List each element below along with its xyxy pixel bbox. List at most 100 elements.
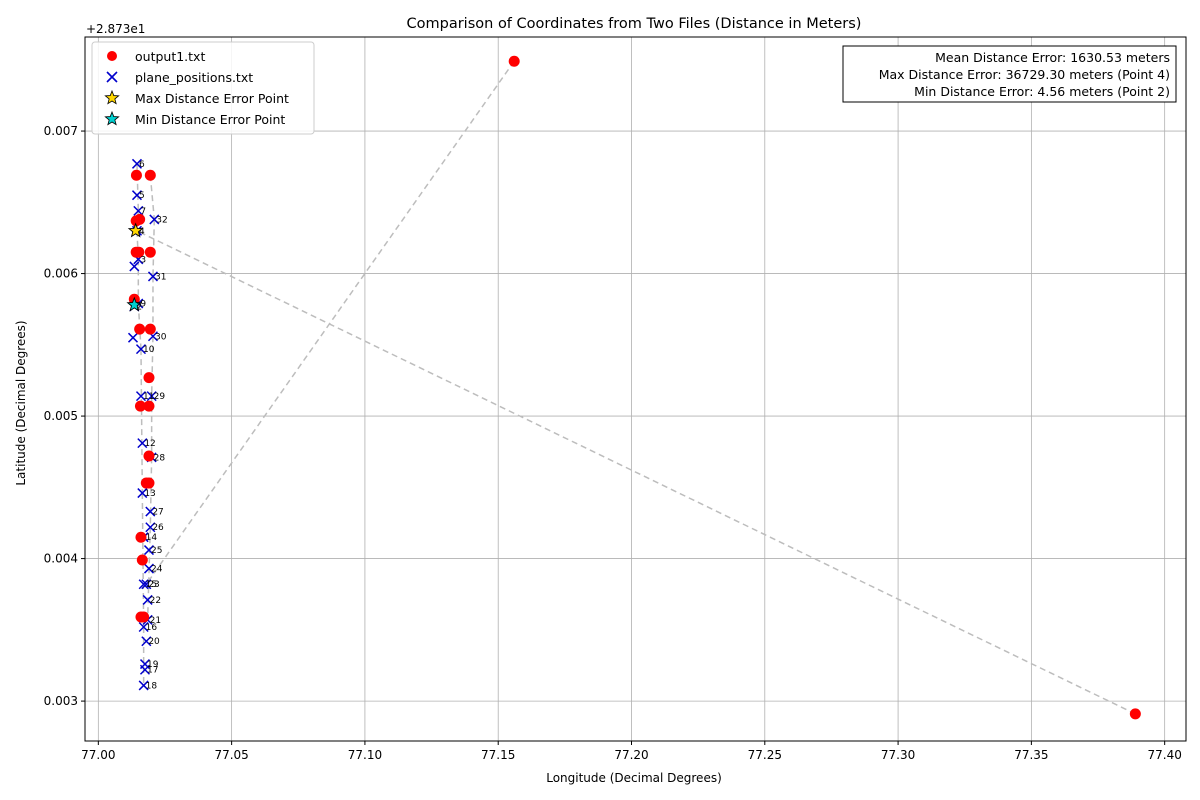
point-number-label: 20 [148,637,160,647]
output-point [143,400,155,412]
error-markers [126,222,144,312]
stats-box-frame [842,45,1177,103]
plane-position-marker [137,488,148,499]
legend-item-max-error: Max Distance Error Point [104,89,289,106]
point-number-label: 10 [143,345,155,355]
plane-position-marker [138,621,149,633]
legend-item-min-error: Min Distance Error Point [104,110,285,127]
legend-label: plane_positions.txt [135,70,253,85]
blue-x-icon [106,71,118,83]
point-number-label: 19 [147,660,159,670]
plane-position-marker [143,545,155,556]
point-number-label: 17 [147,666,158,676]
legend-label: Min Distance Error Point [135,112,285,127]
point-number-label: 29 [154,392,166,402]
connector-line [146,527,152,620]
plane-position-marker [129,261,140,272]
point-number-label: 25 [151,546,162,556]
point-number-label: 21 [150,616,161,626]
output-point [144,323,156,335]
plane-position-marker [137,438,148,449]
output-point [143,372,155,384]
plane-position-marker [145,522,156,533]
point-number-label: 4 [139,227,145,237]
connector-line [136,230,1136,715]
y-tick-label: 0.006 [44,267,78,281]
chart-title: Comparison of Coordinates from Two Files… [407,16,862,32]
plane-position-marker [141,579,152,590]
output-point [134,213,146,225]
y-tick-label: 0.004 [44,552,78,566]
max-error-star [127,222,144,238]
connector-line [140,349,144,494]
output-point [143,477,155,489]
connector-line [145,60,515,585]
plane-position-marker [138,579,149,590]
plane-position-marker [133,205,144,216]
point-number-label: 14 [146,533,158,543]
plane-position-marker [131,158,143,169]
output-point [138,611,150,623]
red-circle-icon [107,51,117,61]
mean-error-text: Mean Distance Error: 1630.53 meters [935,50,1170,65]
point-number-label: 13 [144,489,155,499]
output-point [1129,708,1141,720]
x-tick-label: 77.05 [214,748,248,762]
plane-position-marker [135,391,147,402]
x-tick-label: 77.20 [614,748,648,762]
connector-line [149,457,153,528]
point-number-label: 2 [136,302,142,312]
plane-position-marker [146,391,157,402]
x-axis-ticks: 77.00 77.05 77.10 77.15 77.20 77.25 77.30 77.35… [81,741,1182,762]
legend-label: output1.txt [135,49,205,64]
y-axis-ticks: 0.003 0.004 0.005 0.006 0.007 [44,124,85,708]
point-number-label: 24 [151,565,163,575]
cyan-star-icon [104,110,120,126]
y-axis-title: Latitude (Decimal Degrees) [14,320,28,485]
point-number-label: 26 [152,523,164,533]
plane-position-marker [145,506,156,517]
connector-line [149,175,156,220]
output-point [144,246,156,258]
x-tick-label: 77.35 [1014,748,1048,762]
point-number-label: 11 [143,392,154,402]
point-number-label: 5 [139,191,145,201]
point-number-label: 3 [140,255,146,265]
x-tick-label: 77.25 [748,748,782,762]
output-point [133,246,145,258]
point-number-label: 28 [154,453,166,463]
point-number-label: 12 [144,439,155,449]
y-tick-label: 0.003 [44,694,78,708]
plane-position-marker [131,190,143,201]
point-number-label: 30 [155,332,167,342]
point-labels: 6 5 7 4 3 92 10 11 12 13 14 15 16 17 18 19 20 21 22 23 24 25 2… [136,160,167,692]
legend-label: Max Distance Error Point [135,91,289,106]
output-point [144,169,156,181]
output-point [143,450,155,462]
point-number-label: 32 [156,215,167,225]
stats-box: Mean Distance Error: 1630.53 meters Max … [842,45,1177,103]
x-axis-title: Longitude (Decimal Degrees) [546,771,722,785]
output-point [136,554,148,566]
x-tick-label: 77.15 [481,748,515,762]
plane-position-marker [135,344,147,355]
min-error-text: Min Distance Error: 4.56 meters (Point 2… [914,84,1170,99]
y-tick-label: 0.007 [44,124,78,138]
point-number-label: 9 [140,299,146,309]
legend-item-plane-positions: plane_positions.txt [106,70,253,85]
x-tick-label: 77.30 [881,748,915,762]
output-point [130,169,142,181]
point-number-label: 18 [146,681,158,691]
y-tick-label: 0.005 [44,409,78,423]
x-tick-label: 77.00 [81,748,115,762]
plot-frame [84,36,1187,742]
output-point [134,400,146,412]
plane-position-marker [139,659,151,670]
plane-position-marker [149,214,160,225]
plane-position-marker [127,332,139,343]
min-error-star [126,296,143,312]
output-point [135,531,147,543]
gold-star-icon [104,89,120,105]
point-number-label: 27 [152,508,163,518]
